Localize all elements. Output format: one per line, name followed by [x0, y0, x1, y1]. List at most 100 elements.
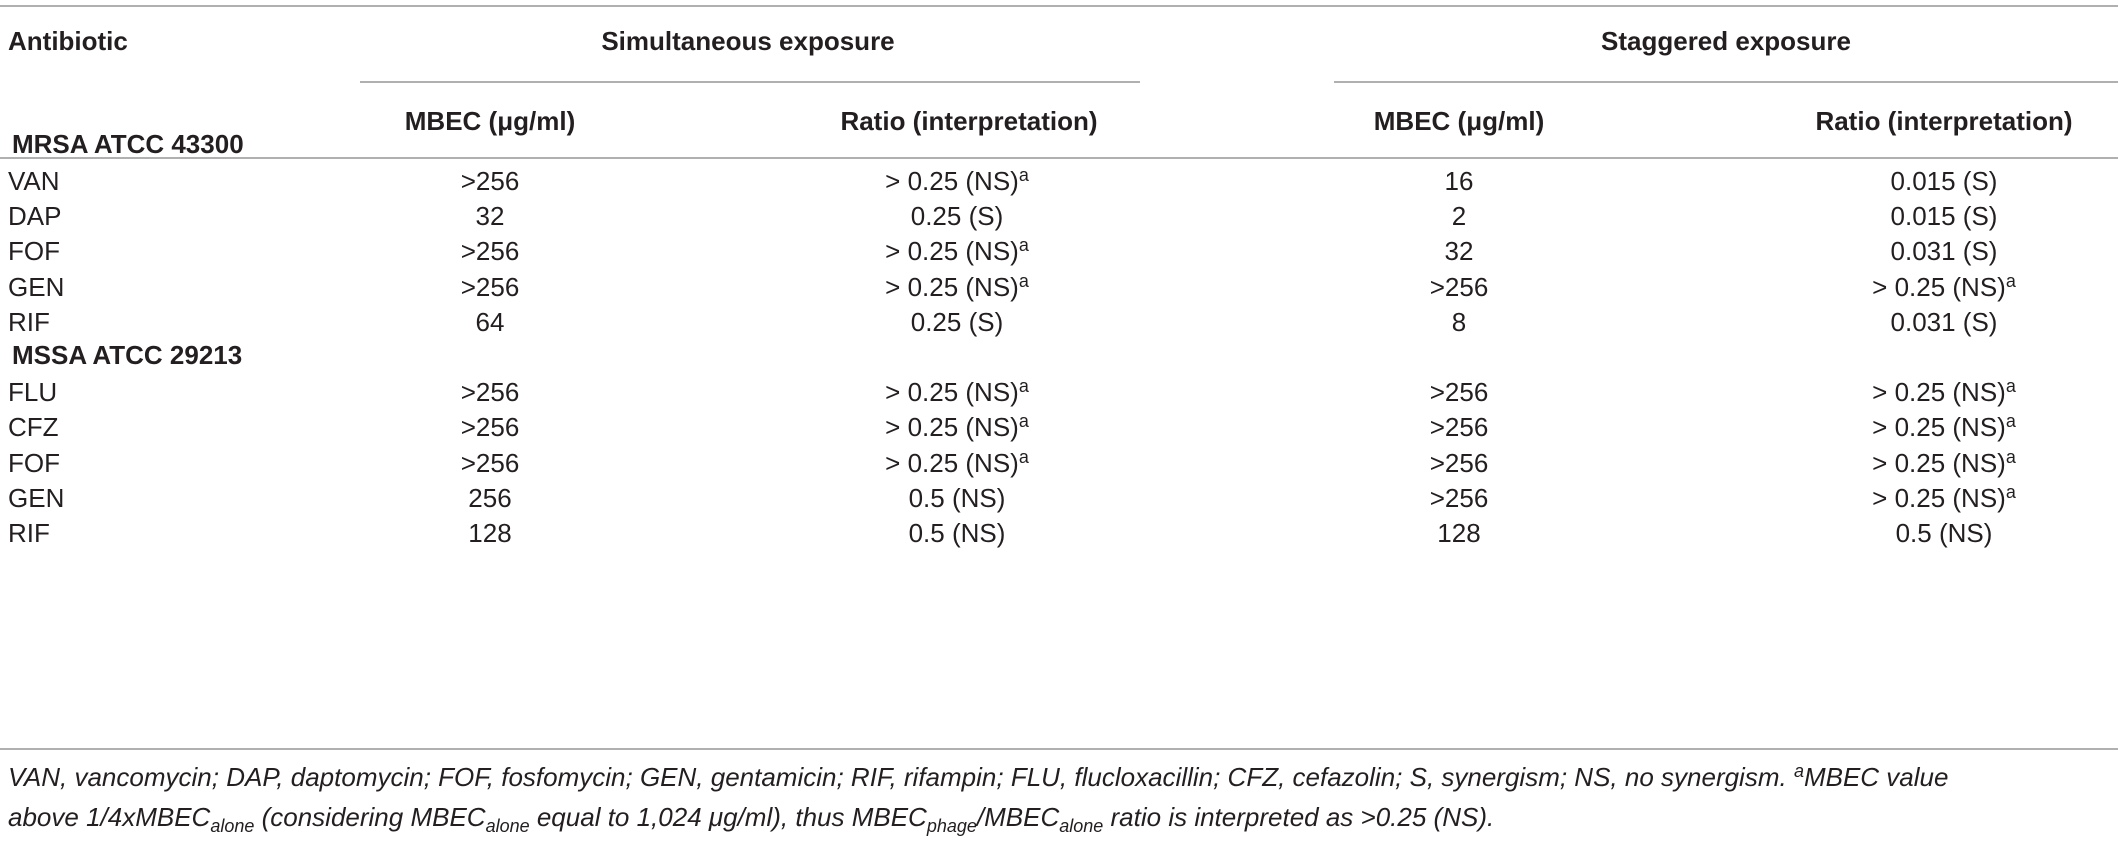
footnote-marker: a — [1018, 165, 1029, 185]
footnote-abbreviations: VAN, vancomycin; DAP, daptomycin; FOF, f… — [8, 762, 1794, 792]
header-bottom-rule — [0, 157, 2118, 159]
footnote-subscript: alone — [210, 816, 255, 836]
cell-antibiotic: GEN — [8, 271, 65, 302]
cell-sim-ratio: 0.25 (S) — [911, 305, 1004, 339]
staggered-underline — [1334, 81, 2118, 83]
cell-sim-ratio: > 0.25 (NS)a — [885, 446, 1029, 480]
cell-stg-mbec: >256 — [1429, 377, 1489, 408]
cell-antibiotic: RIF — [8, 306, 50, 337]
header-simultaneous: Simultaneous exposure — [601, 26, 895, 56]
ratio-text: 0.031 (S) — [1890, 306, 1998, 337]
cell-antibiotic: DAP — [8, 201, 62, 232]
cell-stg-mbec: >256 — [1429, 482, 1489, 513]
cell-sim-mbec: 32 — [475, 201, 505, 232]
cell-sim-ratio: 0.25 (S) — [911, 199, 1004, 233]
cell-stg-ratio: > 0.25 (NS)a — [1872, 410, 2016, 444]
footnote-marker: a — [1018, 270, 1029, 291]
footnote-text: ratio is interpreted as >0.25 (NS). — [1103, 802, 1495, 832]
cell-sim-mbec: >256 — [460, 236, 520, 267]
ratio-text: > 0.25 (NS) — [1872, 412, 2006, 443]
ratio-text: > 0.25 (NS) — [885, 447, 1019, 478]
footnote-marker: a — [2005, 411, 2016, 432]
cell-antibiotic: RIF — [8, 518, 50, 548]
ratio-text: > 0.25 (NS) — [1872, 482, 2006, 513]
cell-antibiotic: FOF — [8, 447, 60, 478]
cell-stg-mbec: >256 — [1429, 447, 1489, 478]
ratio-text: > 0.25 (NS) — [1872, 377, 2006, 408]
cell-stg-ratio: > 0.25 (NS)a — [1872, 481, 2016, 515]
footnote-line-2: above 1/4xMBECalone (considering MBECalo… — [8, 797, 2108, 837]
footnote-marker-a: a — [1793, 761, 1804, 781]
cell-sim-mbec: 256 — [468, 482, 512, 513]
table-bottom-rule — [0, 748, 2118, 750]
ratio-text: > 0.25 (NS) — [885, 271, 1019, 302]
ratio-text: 0.25 (S) — [910, 306, 1004, 337]
ratio-text: 0.5 (NS) — [908, 482, 1006, 513]
footnote-marker: a — [2005, 446, 2016, 467]
cell-stg-mbec: 32 — [1444, 236, 1474, 267]
cell-sim-mbec: >256 — [460, 377, 520, 408]
cell-stg-mbec: 128 — [1437, 518, 1481, 548]
ratio-text: 0.015 (S) — [1890, 166, 1998, 196]
header-sim-mbec: MBEC (μg/ml) — [404, 106, 576, 136]
cell-antibiotic: VAN — [8, 166, 60, 196]
simultaneous-underline — [360, 81, 1140, 83]
cell-sim-ratio: > 0.25 (NS)a — [885, 234, 1029, 268]
cell-antibiotic: FOF — [8, 236, 60, 267]
cell-sim-mbec: 128 — [468, 518, 512, 548]
cell-stg-mbec: 2 — [1451, 201, 1467, 232]
cell-sim-mbec: >256 — [460, 271, 520, 302]
footnote-marker: a — [2005, 376, 2016, 397]
ratio-text: 0.5 (NS) — [1895, 518, 1993, 548]
footnote-marker: a — [1018, 235, 1029, 256]
header-antibiotic: Antibiotic — [8, 26, 128, 56]
cell-sim-mbec: 64 — [475, 306, 505, 337]
ratio-text: > 0.25 (NS) — [885, 412, 1019, 443]
cell-sim-ratio: 0.5 (NS) — [909, 516, 1006, 550]
cell-stg-ratio: 0.031 (S) — [1891, 305, 1998, 339]
cell-sim-ratio: > 0.25 (NS)a — [885, 410, 1029, 444]
cell-stg-mbec: 8 — [1451, 306, 1467, 337]
ratio-text: 0.015 (S) — [1890, 201, 1998, 232]
header-sim-ratio: Ratio (interpretation) — [840, 106, 1098, 136]
cell-sim-ratio: > 0.25 (NS)a — [885, 270, 1029, 304]
cell-stg-ratio: 0.5 (NS) — [1896, 516, 1993, 550]
cell-stg-ratio: > 0.25 (NS)a — [1872, 446, 2016, 480]
footnote-mbec-value: MBEC value — [1803, 762, 1949, 792]
cell-stg-ratio: 0.015 (S) — [1891, 164, 1998, 198]
footnote-marker: a — [2005, 481, 2016, 502]
ratio-text: > 0.25 (NS) — [885, 377, 1019, 408]
ratio-text: > 0.25 (NS) — [1872, 271, 2006, 302]
top-rule — [0, 5, 2118, 7]
footnote-line-1: VAN, vancomycin; DAP, daptomycin; FOF, f… — [8, 757, 2108, 797]
cell-stg-ratio: 0.031 (S) — [1891, 234, 1998, 268]
header-staggered: Staggered exposure — [1601, 26, 1851, 56]
footnote-text: (considering MBEC — [254, 802, 486, 832]
cell-sim-ratio: > 0.25 (NS)a — [885, 375, 1029, 409]
footnote-text: above 1/4xMBEC — [8, 802, 211, 832]
footnote-marker: a — [1018, 376, 1029, 397]
header-stg-mbec: MBEC (μg/ml) — [1373, 106, 1545, 136]
cell-stg-mbec: >256 — [1429, 412, 1489, 443]
ratio-text: 0.5 (NS) — [908, 518, 1006, 548]
ratio-text: 0.031 (S) — [1890, 236, 1998, 267]
cell-sim-ratio: > 0.25 (NS)a — [885, 164, 1029, 198]
cell-stg-ratio: > 0.25 (NS)a — [1872, 375, 2016, 409]
group-title: MSSA ATCC 29213 — [12, 340, 243, 371]
ratio-text: > 0.25 (NS) — [885, 166, 1019, 196]
ratio-text: 0.25 (S) — [910, 201, 1004, 232]
footnote-text: /MBEC — [976, 802, 1060, 832]
footnote-text: equal to 1,024 μg/ml), thus MBEC — [529, 802, 927, 832]
table-footnote: VAN, vancomycin; DAP, daptomycin; FOF, f… — [8, 757, 2108, 837]
footnote-subscript: alone — [1059, 816, 1104, 836]
cell-sim-ratio: 0.5 (NS) — [909, 481, 1006, 515]
footnote-subscript: phage — [926, 816, 977, 836]
footnote-subscript: alone — [485, 816, 530, 836]
footnote-marker: a — [1018, 411, 1029, 432]
ratio-text: > 0.25 (NS) — [1872, 447, 2006, 478]
cell-sim-mbec: >256 — [460, 166, 520, 196]
cell-antibiotic: GEN — [8, 482, 65, 513]
cell-sim-mbec: >256 — [460, 447, 520, 478]
footnote-marker: a — [1018, 446, 1029, 467]
ratio-text: > 0.25 (NS) — [885, 236, 1019, 267]
